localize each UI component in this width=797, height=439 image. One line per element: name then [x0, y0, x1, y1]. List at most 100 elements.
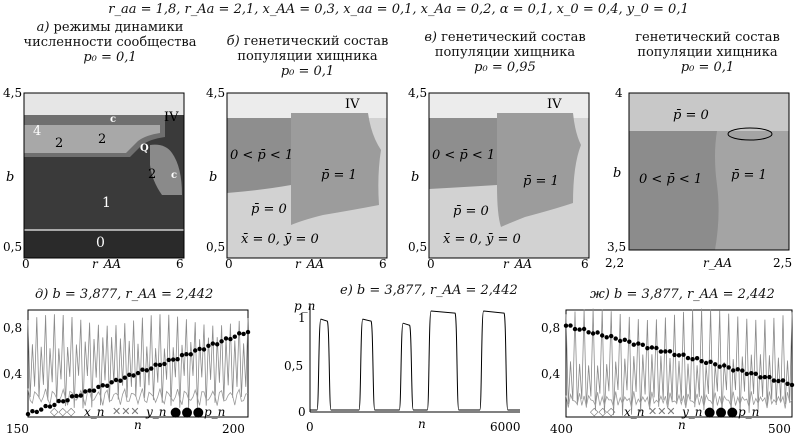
panel-c-xtick-right: 6 — [581, 257, 589, 270]
panel-a-region-0 — [24, 230, 184, 258]
panel-g-frame — [565, 309, 793, 418]
panel-a-title-l2: численности сообщества — [23, 35, 197, 50]
series-p-point — [61, 399, 66, 404]
series-p-point — [636, 341, 641, 346]
series-p-point — [127, 372, 132, 377]
series-p-point — [232, 334, 237, 339]
panel-d-region-mixed — [629, 131, 719, 250]
series-p-point — [83, 389, 88, 394]
panel-a-region-2 — [24, 125, 160, 153]
panel-b-region-mixed — [227, 118, 291, 193]
series-p-point — [215, 342, 220, 347]
series-p-point — [197, 346, 202, 352]
series-p-point — [753, 371, 758, 376]
series-p-point — [131, 373, 136, 378]
series-p-point — [654, 345, 659, 351]
series-p-point — [166, 357, 171, 363]
panel-c-label-p1: p̄ = 1 — [523, 174, 559, 189]
panel-c-region-p1 — [497, 113, 581, 227]
series-p-point — [609, 333, 614, 339]
series-p-point — [762, 374, 768, 380]
panel-e-title: д) b = 3,877, r_AA = 2,442 — [35, 287, 213, 302]
panel-c-label-IV: IV — [547, 97, 562, 112]
legend-p-marker: ●●● — [170, 405, 204, 420]
series-p-point — [30, 409, 35, 414]
series-p-point — [175, 357, 180, 362]
series-p-point — [25, 411, 31, 417]
panel-g-xtick-left: 400 — [550, 422, 573, 436]
legend-g-p-label: p_n — [738, 405, 759, 419]
panel-g-letter: ж) — [590, 287, 610, 302]
panel-e-legend: ◇◇◇ x_n ✕✕✕ y_n ●●● p_n — [50, 405, 225, 420]
panel-d-ellipse — [727, 127, 773, 141]
panel-c-letter: в) — [424, 30, 437, 45]
panel-f-params: b = 3,877, r_AA = 2,442 — [356, 283, 518, 298]
series-p-point — [640, 342, 645, 347]
panel-a-label-c1: c — [110, 114, 116, 125]
series-p-point — [157, 362, 163, 368]
series-p-point — [206, 343, 211, 348]
panel-b-title-l2: популяции хищника — [237, 49, 378, 64]
legend-y-label: y_n — [145, 405, 167, 419]
panel-c-xlabel: r_AA — [503, 257, 532, 270]
series-p-point — [694, 356, 700, 361]
series-p-point — [581, 326, 587, 332]
panel-a-ytick-top: 4,5 — [3, 86, 22, 100]
series-p-point — [140, 367, 145, 372]
panel-g-params: b = 3,877, r_AA = 2,442 — [614, 287, 775, 302]
series-p-point — [600, 333, 605, 338]
panel-b-letter: б) — [226, 34, 240, 49]
panel-d-ytick-bottom: 3,5 — [607, 240, 626, 254]
series-p-line — [309, 310, 521, 411]
series-p-point — [109, 380, 114, 385]
series-p-point — [780, 378, 786, 383]
panel-c-label-extinct: x̄ = 0, ȳ = 0 — [443, 232, 521, 247]
panel-a-letter: а) — [36, 20, 50, 35]
panel-g-legend: ◇◇◇ x_n ✕✕✕ y_n ●●● p_n — [590, 405, 759, 420]
panel-e-ytick-04: 0,4 — [3, 367, 22, 381]
series-p-point — [717, 364, 722, 369]
panel-d-xtick-left: 2,2 — [605, 256, 624, 270]
panel-c-ylabel: b — [411, 170, 419, 185]
series-p-point — [767, 374, 772, 380]
panel-g-plot: 0,8 0,4 400 500 n ◇◇◇ x_n ✕✕✕ y_n ●●● p_… — [541, 308, 795, 436]
legend-g-y-marker: ✕✕✕ — [648, 405, 676, 418]
series-p-point — [39, 407, 44, 412]
panel-a-label-Q: Q — [140, 143, 149, 154]
series-p-point — [690, 357, 695, 362]
panel-b-label-p0: p̄ = 0 — [251, 202, 287, 217]
series-p-point — [219, 339, 224, 344]
legend-y-marker: ✕✕✕ — [112, 405, 140, 418]
panel-e-xlabel: n — [134, 418, 142, 432]
series-p-point — [105, 383, 110, 388]
panel-a-plot: IV 4 2 2 c Q 2 c 1 0 4,5 0,5 b 0 6 r_AA — [3, 86, 185, 270]
series-p-point — [771, 378, 777, 383]
series-p-point — [52, 402, 57, 408]
series-p-point — [193, 348, 198, 353]
panel-b-plot: IV 0 < p̄ < 1 p̄ = 1 p̄ = 0 x̄ = 0, ȳ = … — [206, 86, 388, 270]
panel-d-xlabel: r_AA — [703, 256, 732, 270]
series-p-point — [577, 327, 582, 332]
panel-c-xtick-left: 0 — [427, 257, 435, 270]
panel-a-region-2b — [150, 144, 182, 195]
panel-d-title-l1: генетический состав — [635, 30, 780, 45]
panel-b-label-IV: IV — [345, 97, 360, 112]
panel-b-region-p1 — [291, 113, 381, 225]
panel-d-ylabel: b — [613, 166, 621, 181]
series-p-point — [201, 347, 207, 352]
series-p-point — [726, 365, 731, 370]
panel-a-ylabel: b — [6, 170, 14, 185]
panel-d-p0: p₀ = 0,1 — [680, 60, 735, 75]
series-p-point — [613, 336, 618, 341]
panel-d-plot: p̄ = 0 0 < p̄ < 1 p̄ = 1 4 3,5 b 2,2 2,5… — [605, 86, 792, 270]
panel-a-xtick-left: 0 — [22, 257, 30, 270]
series-p-point — [65, 398, 70, 403]
series-p-point — [749, 371, 754, 376]
params-line: r_aa = 1,8, r_Aa = 2,1, x_AA = 0,3, x_aa… — [108, 2, 689, 17]
series-p-point — [241, 331, 246, 337]
panel-e-xtick-right: 200 — [222, 422, 245, 436]
panel-f-xlabel: n — [418, 417, 426, 431]
series-p-point — [649, 345, 655, 350]
legend-g-y-label: y_n — [681, 405, 703, 419]
panel-b-xtick-left: 0 — [225, 257, 233, 270]
